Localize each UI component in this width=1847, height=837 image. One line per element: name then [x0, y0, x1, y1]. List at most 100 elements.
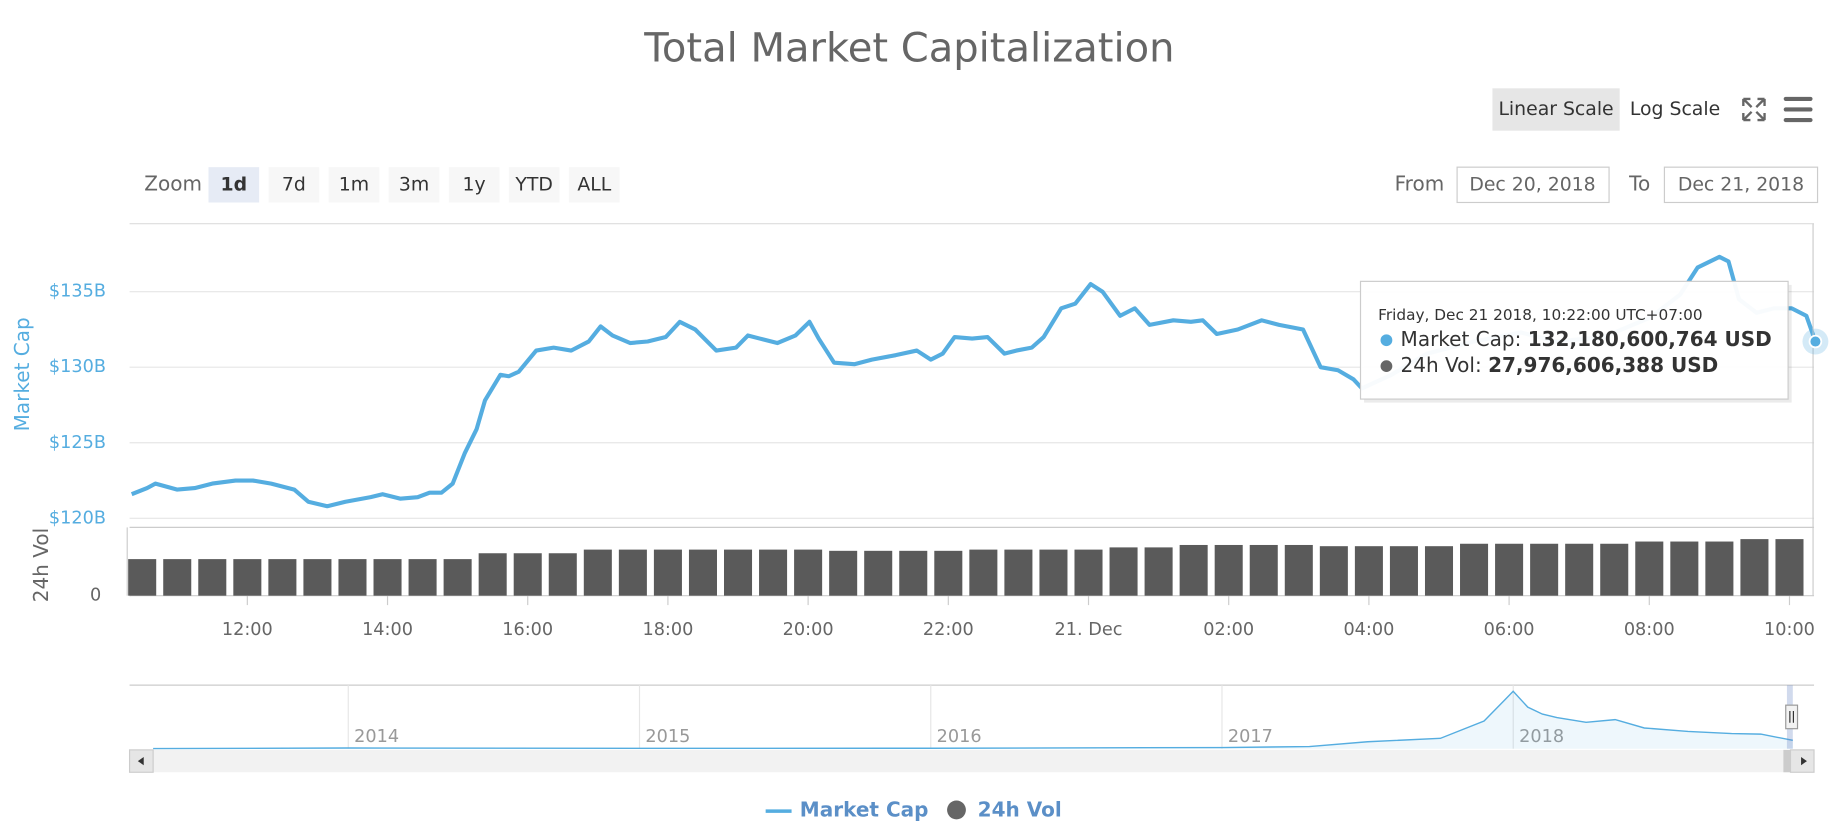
volume-bar — [1670, 541, 1699, 596]
volume-bar — [443, 559, 472, 596]
volume-bar — [1249, 544, 1278, 596]
zoom-button[interactable] — [508, 167, 560, 203]
to-input[interactable] — [1663, 166, 1819, 204]
volume-bar — [688, 549, 717, 596]
zoom-button-label[interactable]: 1y — [463, 174, 486, 195]
zoom-button[interactable] — [568, 167, 620, 203]
linear-scale-label[interactable]: Linear Scale — [1498, 99, 1613, 120]
from-input[interactable] — [1456, 166, 1610, 204]
volume-bar — [1039, 549, 1068, 596]
navigator-tick-label: 2015 — [645, 727, 690, 747]
tooltip-label: 24h Vol: — [1401, 353, 1482, 377]
zoom-button[interactable] — [388, 167, 440, 203]
y-tick-label: $125B — [49, 433, 106, 453]
zoom-button-label[interactable]: 1m — [339, 174, 369, 195]
volume-bar — [583, 549, 612, 596]
zoom-button[interactable] — [328, 167, 380, 203]
tooltip-dot — [1380, 360, 1393, 372]
volume-bar — [1284, 544, 1313, 596]
navigator-tick-label: 2018 — [1519, 727, 1564, 747]
tooltip-row: 24h Vol: 27,976,606,388 USD — [1401, 353, 1719, 377]
volume-bar — [408, 559, 437, 596]
volume-bar — [1740, 539, 1769, 596]
zoom-buttons: 1d 7d 1m 3m 1y YTD ALL — [208, 167, 620, 203]
volume-bar — [1635, 541, 1664, 596]
x-tick-label: 14:00 — [362, 620, 413, 640]
legend-symbol[interactable] — [947, 800, 966, 820]
volume-bar — [1319, 546, 1348, 596]
arrow-right — [1801, 756, 1807, 766]
volume-bar — [1354, 546, 1383, 596]
volume-bar — [1600, 543, 1629, 596]
to-label: To — [1628, 171, 1650, 195]
x-tick-label: 18:00 — [642, 620, 693, 640]
navigator-handle-grip — [1789, 711, 1794, 723]
zoom-button[interactable] — [208, 167, 260, 203]
zoom-button-label[interactable]: 3m — [399, 174, 429, 195]
volume-bar — [1495, 543, 1524, 596]
volume-bar — [899, 550, 928, 596]
zoom-button-label[interactable]: ALL — [577, 174, 611, 195]
to-value[interactable]: Dec 21, 2018 — [1678, 174, 1804, 195]
zoom-button-label[interactable]: 7d — [282, 174, 306, 195]
zoom-button-label[interactable]: 1d — [221, 174, 248, 195]
navigator-bg — [129, 685, 1815, 749]
volume-bar — [548, 553, 577, 596]
volume-bar — [1389, 546, 1418, 596]
plot: $120B $125B $130B $135B 0 12:00 14:00 16:00 18:0… — [49, 223, 1829, 773]
volume-bar — [268, 559, 297, 596]
x-tick-label: 16:00 — [502, 620, 553, 640]
zoom-button[interactable] — [268, 167, 320, 203]
volume-bar — [618, 549, 647, 596]
volume-bar — [864, 550, 893, 596]
linear-scale-button[interactable] — [1492, 88, 1620, 131]
menu-icon[interactable] — [1783, 96, 1813, 123]
volume-bar — [338, 559, 367, 596]
x-tick-label: 10:00 — [1764, 620, 1815, 640]
x-tick-label: 22:00 — [923, 620, 974, 640]
volume-bar — [969, 549, 998, 596]
y2-axis-title: 24h Vol — [29, 528, 53, 602]
tooltip-value: 27,976,606,388 USD — [1488, 353, 1718, 377]
x-tick-label: 12:00 — [222, 620, 273, 640]
volume-bar — [934, 550, 963, 596]
volume-bar — [1179, 544, 1208, 596]
x-tick-label: 20:00 — [783, 620, 834, 640]
navigator-handle[interactable] — [1785, 704, 1799, 730]
legend-item[interactable]: 24h Vol — [978, 798, 1062, 822]
arrow-left — [137, 756, 144, 766]
volume-bar — [373, 559, 402, 596]
navigator-tick-label: 2017 — [1228, 727, 1273, 747]
volume-bar — [513, 553, 542, 596]
volume-bar — [1214, 544, 1243, 596]
x-tick-label: 02:00 — [1203, 620, 1254, 640]
volume-bar — [1004, 549, 1033, 596]
fullscreen-icon[interactable] — [1742, 97, 1766, 122]
volume-bar — [1424, 546, 1454, 596]
volume-bar — [1705, 541, 1734, 596]
volume-bar — [794, 549, 823, 596]
y-tick-label: $135B — [49, 282, 106, 302]
x-tick-label: 08:00 — [1624, 620, 1675, 640]
volume-bar — [829, 550, 858, 596]
scrollbar-thumb[interactable] — [1783, 749, 1793, 773]
volume-bar — [303, 559, 332, 596]
x-tick-label: 06:00 — [1484, 620, 1535, 640]
volume-bar — [1074, 549, 1103, 596]
chart-title: Total Market Capitalization — [643, 26, 1174, 72]
navigator-line — [153, 690, 1793, 750]
from-value[interactable]: Dec 20, 2018 — [1469, 174, 1595, 195]
volume-bar — [759, 549, 788, 596]
y-tick-label: $120B — [49, 508, 106, 528]
log-scale-button[interactable]: Log Scale — [1630, 99, 1720, 120]
volume-bar — [478, 553, 507, 596]
navigator-tick-label: 2016 — [937, 727, 982, 747]
volume-bar — [128, 559, 157, 596]
tooltip-dot — [1380, 334, 1393, 347]
legend-item[interactable]: Market Cap — [800, 798, 929, 822]
y-tick-label: $130B — [49, 357, 106, 377]
zoom-button[interactable] — [448, 167, 500, 203]
zoom-button-label[interactable]: YTD — [514, 174, 553, 195]
